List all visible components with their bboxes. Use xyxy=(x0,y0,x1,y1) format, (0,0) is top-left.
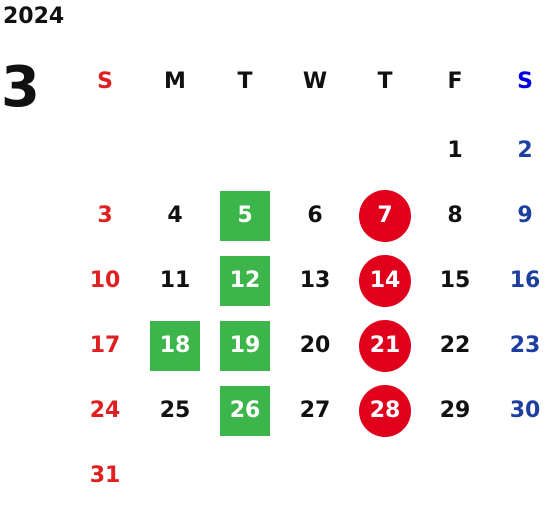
day-number-highlighted-red: 28 xyxy=(359,384,411,437)
day-cell[interactable]: 12 xyxy=(210,248,280,313)
day-cell[interactable]: 22 xyxy=(420,313,490,378)
day-cell[interactable]: 8 xyxy=(420,183,490,248)
day-number: 9 xyxy=(517,202,533,228)
day-number: 27 xyxy=(299,397,331,423)
day-cell[interactable]: 11 xyxy=(140,248,210,313)
day-cell[interactable]: 25 xyxy=(140,378,210,443)
day-cell[interactable]: 16 xyxy=(490,248,548,313)
weekday-header-3: W xyxy=(302,69,328,94)
weekday-header-1: M xyxy=(164,69,186,94)
day-cell[interactable]: 4 xyxy=(140,183,210,248)
day-number-highlighted-red: 14 xyxy=(359,254,411,307)
day-cell[interactable]: 15 xyxy=(420,248,490,313)
day-number: 6 xyxy=(307,202,323,228)
weekday-header-6: S xyxy=(517,69,533,94)
day-cell[interactable]: 24 xyxy=(70,378,140,443)
month-label: 3 xyxy=(1,55,40,120)
day-number: 29 xyxy=(439,397,471,423)
day-cell[interactable]: 14 xyxy=(350,248,420,313)
day-cell[interactable]: 7 xyxy=(350,183,420,248)
day-number: 25 xyxy=(159,397,191,423)
day-number-highlighted-red: 7 xyxy=(359,189,411,242)
day-number: 31 xyxy=(89,462,121,488)
day-cell[interactable]: 21 xyxy=(350,313,420,378)
day-cell[interactable]: 2 xyxy=(490,118,548,183)
day-number: 20 xyxy=(299,332,331,358)
day-number: 1 xyxy=(447,137,463,163)
day-number: 30 xyxy=(509,397,541,423)
day-number-highlighted-green: 12 xyxy=(220,255,270,306)
day-cell[interactable]: 13 xyxy=(280,248,350,313)
day-number: 23 xyxy=(509,332,541,358)
day-cell[interactable]: 18 xyxy=(140,313,210,378)
day-number: 11 xyxy=(159,267,191,293)
day-number: 17 xyxy=(89,332,121,358)
day-cell[interactable]: 5 xyxy=(210,183,280,248)
day-number: 15 xyxy=(439,267,471,293)
day-number: 4 xyxy=(167,202,183,228)
day-number: 16 xyxy=(509,267,541,293)
day-cell[interactable]: 31 xyxy=(70,443,140,508)
weekday-header-5: F xyxy=(447,69,463,94)
day-cell[interactable]: 6 xyxy=(280,183,350,248)
day-number: 13 xyxy=(299,267,331,293)
day-cell[interactable]: 27 xyxy=(280,378,350,443)
day-cell[interactable]: 19 xyxy=(210,313,280,378)
day-cell[interactable]: 30 xyxy=(490,378,548,443)
day-cell[interactable]: 20 xyxy=(280,313,350,378)
day-cell[interactable]: 23 xyxy=(490,313,548,378)
day-number-highlighted-green: 18 xyxy=(150,320,200,371)
day-number: 8 xyxy=(447,202,463,228)
day-cell[interactable]: 3 xyxy=(70,183,140,248)
day-number-highlighted-green: 19 xyxy=(220,320,270,371)
day-number-highlighted-green: 5 xyxy=(220,190,270,241)
weekday-header-0: S xyxy=(97,69,113,94)
calendar-grid: 1 2 3 4 5 6 7 8 9 10 11 12 13 14 15 16 17 18 19 20 21 22 23 24 2… xyxy=(70,118,548,508)
day-cell[interactable]: 29 xyxy=(420,378,490,443)
day-number-highlighted-red: 21 xyxy=(359,319,411,372)
day-cell[interactable]: 26 xyxy=(210,378,280,443)
year-label: 2024 xyxy=(3,4,65,29)
day-number: 24 xyxy=(89,397,121,423)
weekday-header-2: T xyxy=(237,69,253,94)
day-cell[interactable]: 28 xyxy=(350,378,420,443)
day-cell[interactable]: 10 xyxy=(70,248,140,313)
day-cell[interactable]: 17 xyxy=(70,313,140,378)
day-number: 10 xyxy=(89,267,121,293)
day-cell[interactable]: 1 xyxy=(420,118,490,183)
day-number: 22 xyxy=(439,332,471,358)
day-number: 2 xyxy=(517,137,533,163)
weekday-header-4: T xyxy=(377,69,393,94)
day-cell[interactable]: 9 xyxy=(490,183,548,248)
day-number-highlighted-green: 26 xyxy=(220,385,270,436)
day-number: 3 xyxy=(97,202,113,228)
